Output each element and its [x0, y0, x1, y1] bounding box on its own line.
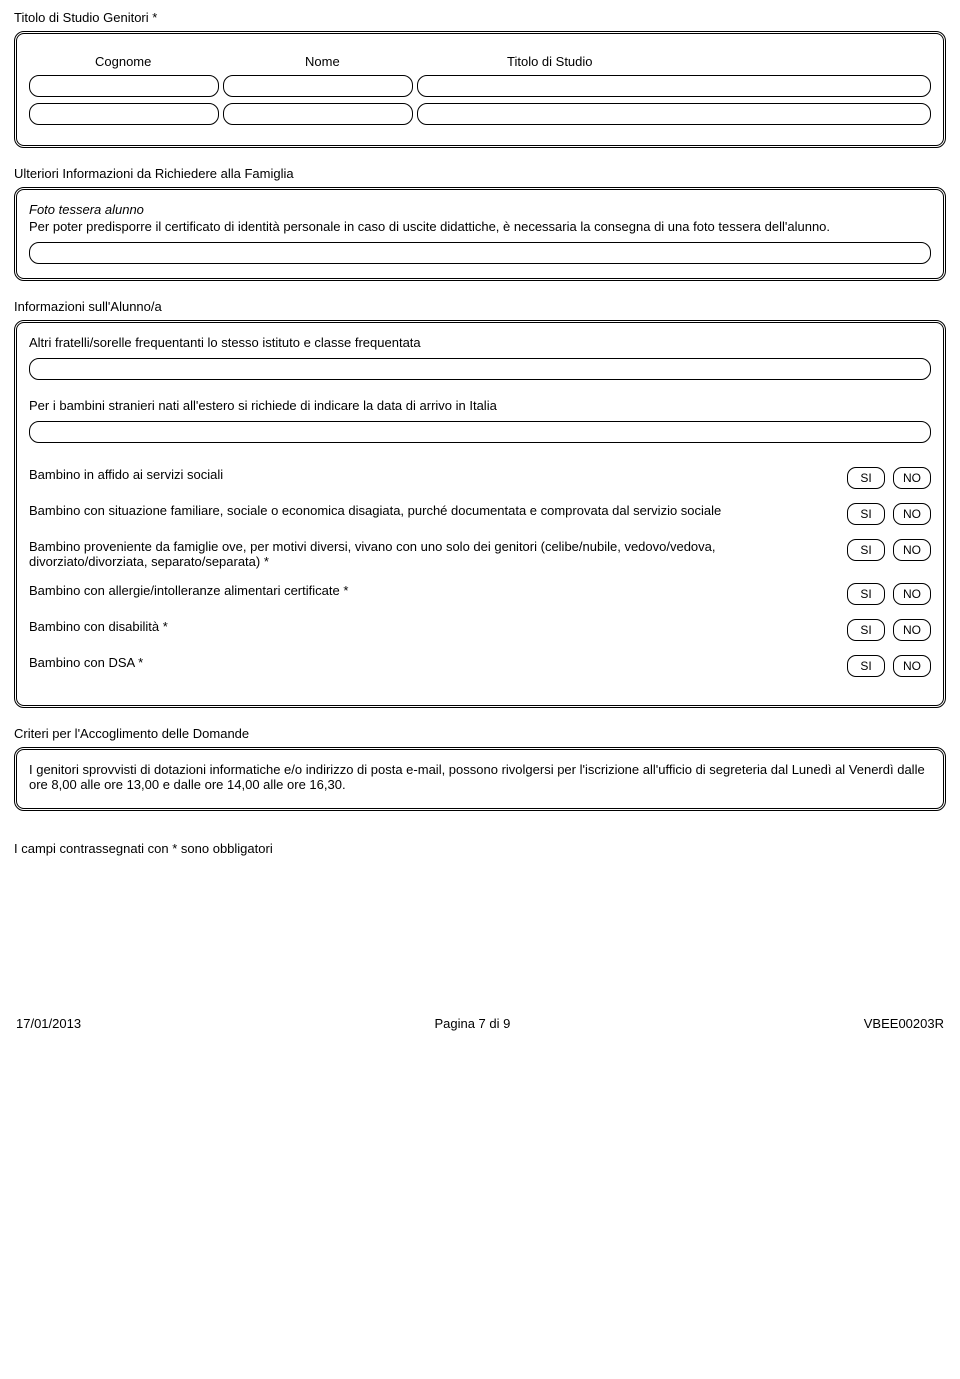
cognome-input-1[interactable] — [29, 75, 219, 97]
cognome-input-2[interactable] — [29, 103, 219, 125]
question-text-1: Bambino con situazione familiare, social… — [29, 503, 847, 518]
question-row-1: Bambino con situazione familiare, social… — [29, 503, 931, 525]
question-row-2: Bambino proveniente da famiglie ove, per… — [29, 539, 931, 569]
question-row-4: Bambino con disabilità * SI NO — [29, 619, 931, 641]
no-button-5[interactable]: NO — [893, 655, 931, 677]
section2-body: Per poter predisporre il certificato di … — [29, 219, 931, 234]
row2-fields — [29, 103, 931, 125]
foto-tessera-input[interactable] — [29, 242, 931, 264]
si-button-0[interactable]: SI — [847, 467, 885, 489]
footer-page: Pagina 7 di 9 — [434, 1016, 510, 1031]
footer: 17/01/2013 Pagina 7 di 9 VBEE00203R — [14, 1016, 946, 1031]
si-no-group-4: SI NO — [847, 619, 931, 641]
section2-box: Foto tessera alunno Per poter predisporr… — [14, 187, 946, 281]
no-button-4[interactable]: NO — [893, 619, 931, 641]
si-no-group-3: SI NO — [847, 583, 931, 605]
titolo-input-1[interactable] — [417, 75, 931, 97]
section2-subtitle: Foto tessera alunno — [29, 202, 931, 217]
question-text-0: Bambino in affido ai servizi sociali — [29, 467, 847, 482]
no-button-0[interactable]: NO — [893, 467, 931, 489]
section3-q2: Per i bambini stranieri nati all'estero … — [29, 398, 931, 413]
section4-box: I genitori sprovvisti di dotazioni infor… — [14, 747, 946, 811]
si-no-group-0: SI NO — [847, 467, 931, 489]
question-row-5: Bambino con DSA * SI NO — [29, 655, 931, 677]
data-arrivo-input[interactable] — [29, 421, 931, 443]
question-text-2: Bambino proveniente da famiglie ove, per… — [29, 539, 847, 569]
si-no-group-1: SI NO — [847, 503, 931, 525]
footer-code: VBEE00203R — [864, 1016, 944, 1031]
row1-fields — [29, 75, 931, 97]
si-button-3[interactable]: SI — [847, 583, 885, 605]
question-row-0: Bambino in affido ai servizi sociali SI … — [29, 467, 931, 489]
header-titolo: Titolo di Studio — [449, 54, 931, 69]
question-text-4: Bambino con disabilità * — [29, 619, 847, 634]
question-row-3: Bambino con allergie/intolleranze alimen… — [29, 583, 931, 605]
section3-title: Informazioni sull'Alunno/a — [14, 299, 946, 314]
si-button-1[interactable]: SI — [847, 503, 885, 525]
footnote: I campi contrassegnati con * sono obblig… — [14, 841, 946, 856]
si-button-5[interactable]: SI — [847, 655, 885, 677]
section4-body: I genitori sprovvisti di dotazioni infor… — [29, 762, 931, 792]
question-text-5: Bambino con DSA * — [29, 655, 847, 670]
nome-input-1[interactable] — [223, 75, 413, 97]
header-cognome: Cognome — [69, 54, 259, 69]
header-nome: Nome — [259, 54, 449, 69]
no-button-1[interactable]: NO — [893, 503, 931, 525]
page-container: Titolo di Studio Genitori * Cognome Nome… — [0, 0, 960, 1045]
si-button-4[interactable]: SI — [847, 619, 885, 641]
section1-title: Titolo di Studio Genitori * — [14, 10, 946, 25]
section2-title: Ulteriori Informazioni da Richiedere all… — [14, 166, 946, 181]
titolo-input-2[interactable] — [417, 103, 931, 125]
question-text-3: Bambino con allergie/intolleranze alimen… — [29, 583, 847, 598]
section4-title: Criteri per l'Accoglimento delle Domande — [14, 726, 946, 741]
fratelli-input[interactable] — [29, 358, 931, 380]
footer-date: 17/01/2013 — [16, 1016, 81, 1031]
section1-headers: Cognome Nome Titolo di Studio — [29, 54, 931, 69]
section1-box: Cognome Nome Titolo di Studio — [14, 31, 946, 148]
section3-q1: Altri fratelli/sorelle frequentanti lo s… — [29, 335, 931, 350]
si-no-group-2: SI NO — [847, 539, 931, 561]
si-button-2[interactable]: SI — [847, 539, 885, 561]
no-button-3[interactable]: NO — [893, 583, 931, 605]
no-button-2[interactable]: NO — [893, 539, 931, 561]
section3-box: Altri fratelli/sorelle frequentanti lo s… — [14, 320, 946, 708]
nome-input-2[interactable] — [223, 103, 413, 125]
si-no-group-5: SI NO — [847, 655, 931, 677]
